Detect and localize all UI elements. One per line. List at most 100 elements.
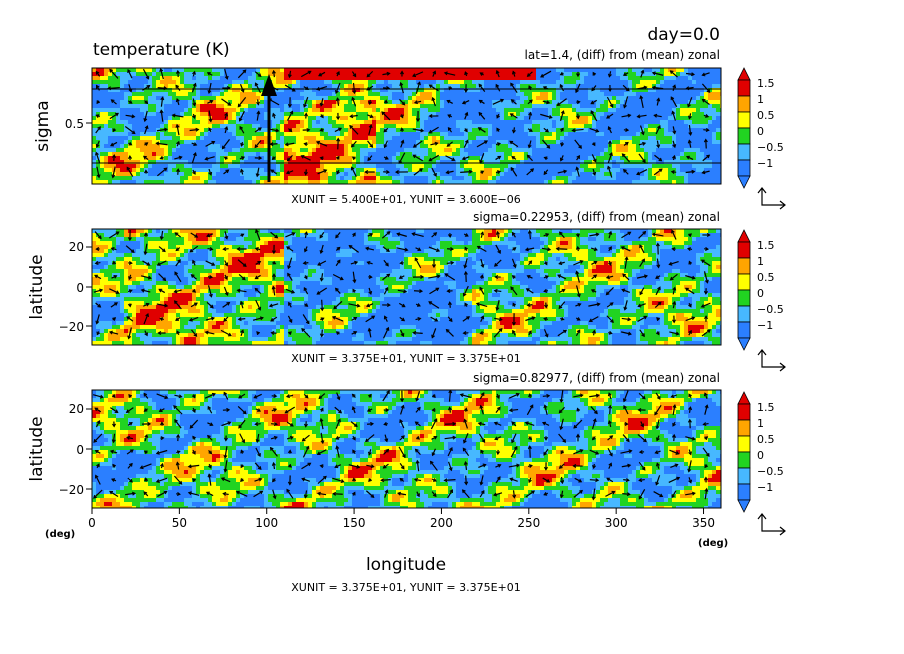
heat-cell (152, 168, 157, 173)
heat-cell (156, 148, 161, 153)
vector-arrowhead (576, 115, 581, 120)
heat-cell (200, 116, 205, 121)
heat-cell (116, 92, 121, 97)
heat-cell (536, 128, 541, 133)
heat-cell (456, 160, 461, 165)
heat-cell (620, 112, 625, 117)
heat-cell (580, 116, 585, 121)
heat-cell (512, 80, 517, 85)
heat-cell (564, 84, 569, 89)
heat-cell (448, 88, 453, 93)
heat-cell (248, 148, 253, 153)
heat-cell (316, 120, 321, 125)
heat-cell (384, 84, 389, 89)
heat-cell (544, 168, 549, 173)
vector-arrowhead (528, 128, 533, 132)
heat-cell (168, 84, 173, 89)
heat-cell (568, 132, 573, 137)
heat-cell (420, 164, 425, 169)
heat-cell (480, 80, 485, 85)
heat-cell (276, 80, 281, 85)
heat-cell (116, 148, 121, 153)
heat-cell (248, 168, 253, 173)
heat-cell (652, 96, 657, 101)
heat-cell (108, 108, 113, 113)
heat-cell (356, 80, 361, 85)
heat-cell (616, 84, 621, 89)
heat-cell (468, 116, 473, 121)
heat-cell (384, 80, 389, 85)
heat-cell (620, 140, 625, 145)
heat-cell (100, 108, 105, 113)
heat-cell (452, 88, 457, 93)
heat-cell (104, 144, 109, 149)
heat-cell (320, 148, 325, 153)
heat-cell (544, 116, 549, 121)
heat-cell (516, 152, 521, 157)
vector-arrowhead (115, 112, 120, 117)
heat-cell (360, 152, 365, 157)
vector-arrowhead (706, 89, 711, 93)
heat-cell (292, 180, 297, 184)
heat-cell (172, 80, 177, 85)
heat-cell (240, 92, 245, 97)
heat-cell (228, 132, 233, 137)
heat-cell (104, 120, 109, 125)
heat-cell (692, 120, 697, 125)
heat-cell (300, 176, 305, 181)
heat-cell (300, 100, 305, 105)
heat-cell (672, 68, 677, 73)
heat-cell (708, 100, 713, 105)
heat-cell (500, 140, 505, 145)
heat-cell (344, 168, 349, 173)
heat-cell (664, 100, 669, 105)
heat-cell (552, 152, 557, 157)
heat-cell (508, 172, 513, 177)
vector-arrow (432, 97, 436, 107)
heat-cell (152, 172, 157, 177)
heat-cell (560, 152, 565, 157)
heat-cell (108, 128, 113, 133)
heat-cell (152, 160, 157, 165)
heat-cell (544, 124, 549, 129)
vector-arrowhead (509, 113, 514, 117)
heat-cell (252, 92, 257, 97)
heat-cell (552, 88, 557, 93)
heat-cell (232, 80, 237, 85)
heat-cell (604, 140, 609, 145)
heat-cell (612, 108, 617, 113)
heat-cell (104, 72, 109, 77)
heat-cell (556, 124, 561, 129)
heat-cell (672, 112, 677, 117)
heat-cell (348, 96, 353, 101)
heat-cell (712, 156, 717, 161)
heat-cell (120, 104, 125, 109)
heat-cell (716, 96, 721, 101)
heat-cell (316, 136, 321, 141)
heat-cell (624, 116, 629, 121)
heat-cell (704, 116, 709, 121)
heat-cell (160, 88, 165, 93)
heat-cell (176, 104, 181, 109)
heat-cell (296, 176, 301, 181)
heat-cell (684, 156, 689, 161)
heat-cell (132, 84, 137, 89)
heat-cell (296, 152, 301, 157)
heat-cell (504, 72, 509, 77)
heat-cell (260, 96, 265, 101)
vector-arrowhead (95, 114, 100, 119)
heat-cell (212, 120, 217, 125)
heat-cell (456, 136, 461, 141)
heat-cell (620, 104, 625, 109)
heat-cell (372, 136, 377, 141)
heat-cell (704, 92, 709, 97)
heat-cell (324, 112, 329, 117)
heat-cell (516, 144, 521, 149)
heat-cell (248, 180, 253, 184)
heat-cell (592, 176, 597, 181)
heat-cell (184, 180, 189, 184)
heat-cell (104, 160, 109, 165)
heat-cell (92, 108, 97, 113)
heat-cell (232, 84, 237, 89)
vector-arrow (175, 84, 181, 92)
